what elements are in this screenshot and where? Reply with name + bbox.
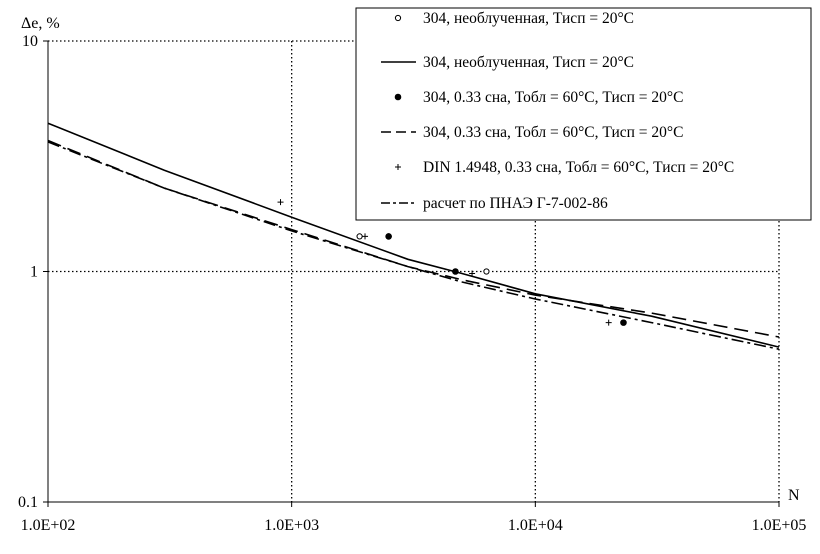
tick-labels: 1.0E+02 1.0E+03 1.0E+04 1.0E+05 0.1 1 10 bbox=[18, 33, 806, 534]
legend-entry: DIN 1.4948, 0.33 сна, Тобл = 60°C, Тисп … bbox=[395, 159, 734, 176]
data-point-plus bbox=[469, 270, 476, 277]
x-tick-label: 1.0E+04 bbox=[508, 517, 563, 534]
legend-entry: 304, необлученная, Тисп = 20°C bbox=[394, 10, 634, 27]
data-point-filled-circle bbox=[385, 233, 392, 240]
legend-entry: расчет по ПНАЭ Г-7-002-86 bbox=[381, 195, 608, 212]
series-4 bbox=[277, 199, 612, 326]
legend: 304, необлученная, Тисп = 20°C 304, необл… bbox=[355, 7, 812, 221]
legend-box bbox=[355, 7, 812, 221]
y-tick-label: 0.1 bbox=[18, 494, 38, 511]
legend-label: 304, 0.33 сна, Тобл = 60°C, Тисп = 20°C bbox=[423, 89, 683, 106]
y-tick-label: 10 bbox=[22, 33, 38, 50]
data-point-open-circle bbox=[356, 233, 363, 240]
data-point-filled-circle bbox=[394, 93, 402, 101]
legend-entry: 304, 0.33 сна, Тобл = 60°C, Тисп = 20°C bbox=[381, 124, 683, 141]
data-point-open-circle bbox=[394, 14, 402, 22]
series-0 bbox=[356, 233, 490, 275]
legend-label: 304, необлученная, Тисп = 20°C bbox=[423, 54, 634, 71]
series-2 bbox=[385, 233, 627, 326]
data-point-plus bbox=[277, 199, 284, 206]
y-tick-label: 1 bbox=[30, 264, 38, 281]
data-point-plus bbox=[395, 164, 401, 170]
series-layer bbox=[47, 122, 780, 350]
data-point-plus bbox=[362, 233, 369, 240]
legend-label: DIN 1.4948, 0.33 сна, Тобл = 60°C, Тисп … bbox=[423, 159, 734, 176]
series-1 bbox=[47, 122, 780, 348]
y-axis-label: Δe, % bbox=[21, 15, 60, 32]
data-point-plus bbox=[605, 319, 612, 326]
data-point-filled-circle bbox=[452, 268, 459, 275]
axes bbox=[43, 40, 780, 507]
x-tick-label: 1.0E+05 bbox=[752, 517, 807, 534]
legend-label: 304, 0.33 сна, Тобл = 60°C, Тисп = 20°C bbox=[423, 124, 683, 141]
legend-entry: 304, необлученная, Тисп = 20°C bbox=[381, 54, 634, 71]
data-point-filled-circle bbox=[620, 319, 627, 326]
x-tick-label: 1.0E+03 bbox=[264, 517, 319, 534]
series-line bbox=[47, 141, 780, 350]
legend-entry: 304, 0.33 сна, Тобл = 60°C, Тисп = 20°C bbox=[394, 89, 683, 106]
legend-label: расчет по ПНАЭ Г-7-002-86 bbox=[423, 195, 608, 212]
data-point-open-circle bbox=[483, 268, 490, 275]
x-tick-label: 1.0E+02 bbox=[21, 517, 76, 534]
series-line bbox=[47, 122, 780, 348]
x-axis-label: N bbox=[788, 487, 800, 504]
series-5 bbox=[47, 141, 780, 350]
legend-label: 304, необлученная, Тисп = 20°C bbox=[423, 10, 634, 27]
